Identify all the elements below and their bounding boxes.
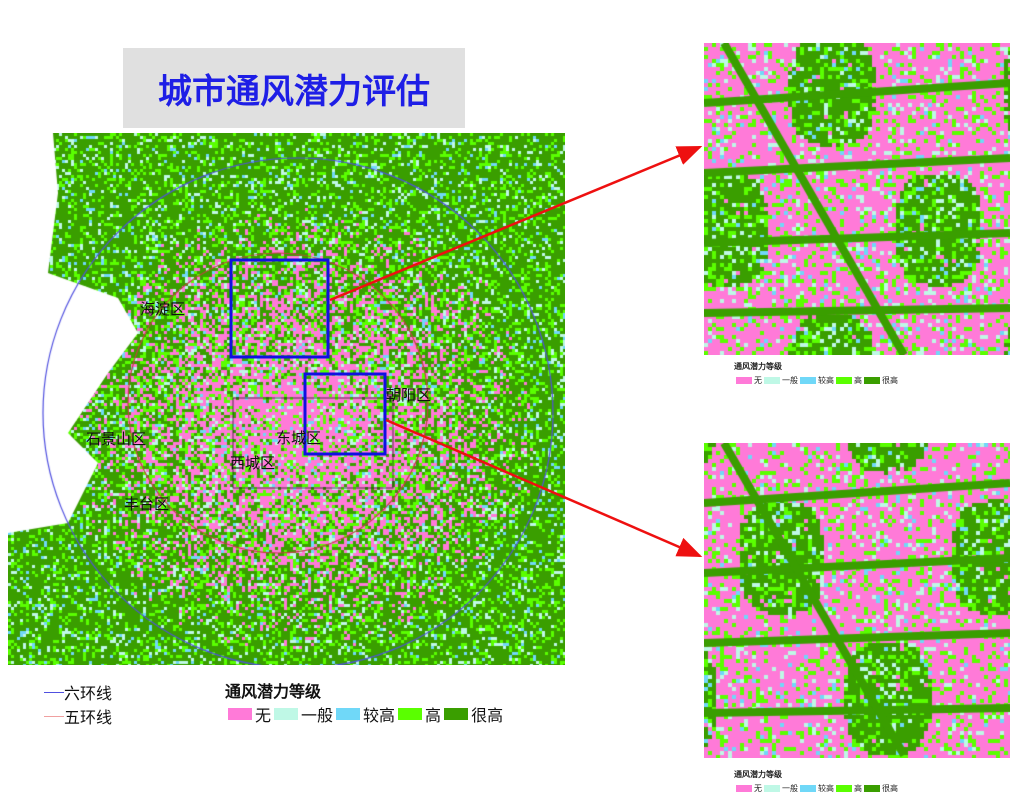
- legend-label: 高: [425, 706, 442, 725]
- inset-legend: 无 一般 较高 高 很高: [734, 375, 898, 386]
- ring-legend-5th: 五环线: [44, 704, 112, 728]
- legend-swatch: [398, 708, 423, 720]
- legend-label: 无: [255, 706, 272, 725]
- ventilation-potential-map: [8, 133, 565, 665]
- legend-swatch: [228, 708, 252, 720]
- legend-label: 较高: [818, 376, 834, 385]
- legend-label: 很高: [882, 376, 898, 385]
- zoom-inset-center: [704, 443, 1010, 758]
- arrow-north: [329, 145, 703, 302]
- district-label: 朝阳区: [386, 386, 432, 404]
- district-label: 东城区: [276, 429, 322, 447]
- zoom-box-north: [229, 258, 330, 359]
- zoom-inset-north: [704, 43, 1010, 355]
- legend-swatch: [764, 377, 780, 384]
- arrow-center: [385, 418, 703, 558]
- legend-swatch: [836, 785, 852, 792]
- legend-label: 很高: [882, 784, 898, 793]
- legend-swatch: [864, 377, 880, 384]
- legend-swatch: [800, 377, 816, 384]
- legend-label: 很高: [471, 706, 504, 725]
- zoom-box-center: [303, 372, 387, 456]
- ring-legend-6th: 六环线: [44, 680, 112, 704]
- district-label: 海淀区: [140, 300, 186, 318]
- legend-swatch: [444, 708, 469, 720]
- legend-swatch: [736, 377, 752, 384]
- legend-swatch: [274, 708, 299, 720]
- district-label: 丰台区: [124, 495, 170, 513]
- legend-label: 较高: [818, 784, 834, 793]
- legend-swatch: [336, 708, 361, 720]
- legend-label: 高: [854, 784, 862, 793]
- legend-swatch: [800, 785, 816, 792]
- district-label: 石景山区: [86, 430, 147, 448]
- legend-title: 通风潜力等级: [225, 682, 322, 701]
- legend-swatch: [736, 785, 752, 792]
- legend-label: 无: [754, 376, 762, 385]
- inset-legend: 无 一般 较高 高 很高: [734, 783, 898, 794]
- legend: 无 一般 较高 高 很高: [225, 702, 503, 726]
- legend-swatch: [864, 785, 880, 792]
- district-label: 西城区: [230, 454, 276, 472]
- page-title: 城市通风潜力评估: [123, 48, 465, 128]
- legend-label: 一般: [301, 706, 334, 725]
- legend-label: 高: [854, 376, 862, 385]
- legend-swatch: [764, 785, 780, 792]
- inset-legend-title: 通风潜力等级: [734, 361, 782, 371]
- legend-label: 较高: [363, 706, 396, 725]
- legend-label: 一般: [782, 376, 798, 385]
- legend-swatch: [836, 377, 852, 384]
- inset-legend-title: 通风潜力等级: [734, 769, 782, 779]
- legend-label: 无: [754, 784, 762, 793]
- legend-label: 一般: [782, 784, 798, 793]
